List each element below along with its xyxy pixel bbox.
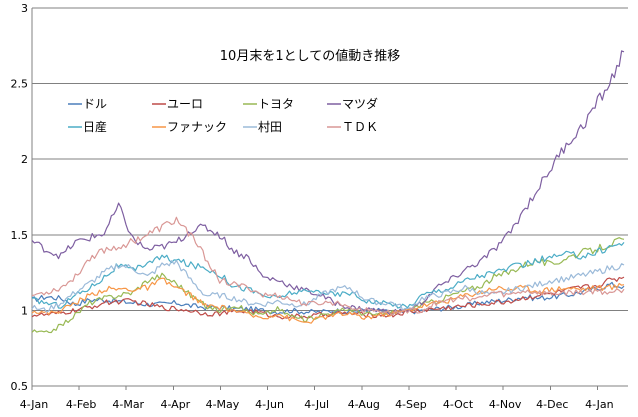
legend-label-7: ＴＤＫ (342, 120, 378, 134)
x-tick-label: 4-Apr (160, 398, 190, 411)
x-tick-label: 4-Nov (489, 398, 522, 411)
y-tick-label: 1 (21, 304, 28, 317)
series-layer (31, 50, 625, 334)
series-line-1 (31, 276, 625, 320)
legend-label-5: ファナック (167, 120, 227, 134)
x-tick-label: 4-Dec (536, 398, 568, 411)
series-line-3 (31, 50, 625, 315)
legend-label-4: 日産 (83, 119, 107, 134)
x-tick-label: 4-Mar (112, 398, 144, 411)
axis-layer: 0.5 1 1.5 2 2.5 3 4-Jan 4-Feb 4-Mar 4-Apr 4-May 4-J… (11, 2, 628, 411)
x-tick-label: 4-Jan (20, 398, 49, 411)
x-tick-label: 4-Jan (585, 398, 614, 411)
series-line-7 (31, 216, 625, 316)
x-tick-label: 4-May (206, 398, 240, 411)
y-tick-label: 0.5 (11, 380, 29, 393)
y-tick-label: 3 (21, 2, 28, 15)
chart-title: 10月末を1としての値動き推移 (220, 48, 400, 64)
title-layer: 10月末を1としての値動き推移 (220, 48, 400, 64)
x-tick-label: 4-Sep (395, 398, 427, 411)
y-tick-label: 2 (21, 153, 28, 166)
x-tick-label: 4-Feb (66, 398, 96, 411)
series-line-5 (31, 277, 625, 324)
legend-label-3: マツダ (342, 96, 378, 111)
x-tick-label: 4-Jul (304, 398, 329, 411)
legend-label-0: ドル (83, 97, 107, 111)
legend-label-1: ユーロ (167, 97, 203, 111)
grid-layer (32, 7, 628, 387)
x-tick-label: 4-Oct (443, 398, 474, 411)
x-tick-label: 4-Jun (255, 398, 284, 411)
legend-label-6: 村田 (258, 120, 282, 134)
legend-label-2: トヨタ (258, 97, 294, 111)
series-line-0 (31, 281, 625, 316)
x-tick-label: 4-Aug (348, 398, 380, 411)
y-tick-label: 2.5 (11, 78, 29, 91)
series-line-2 (31, 237, 625, 334)
series-line-6 (31, 260, 625, 313)
series-line-4 (31, 242, 625, 309)
y-tick-label: 1.5 (11, 229, 29, 242)
